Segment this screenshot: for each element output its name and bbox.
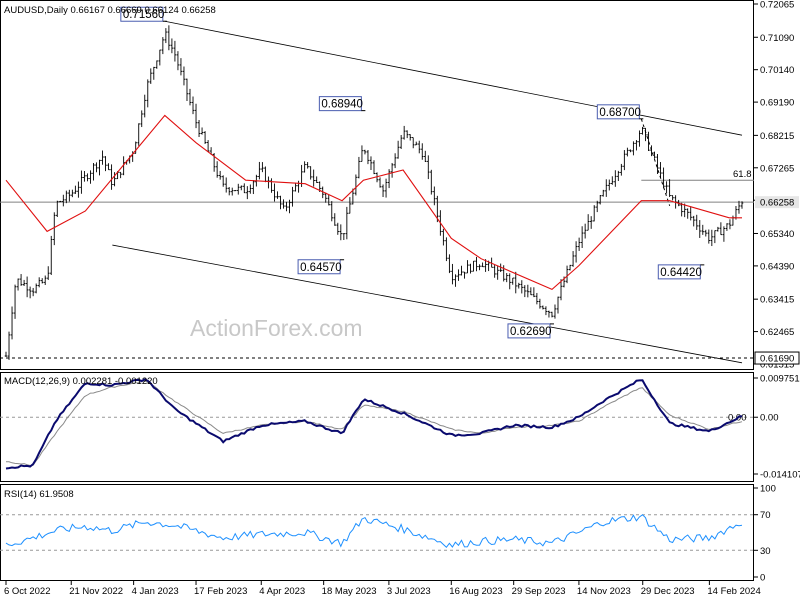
- x-tick-label: 3 Jul 2023: [387, 586, 431, 597]
- price-panel-frame: [0, 0, 754, 370]
- rsi-tick-label: 0: [760, 573, 765, 584]
- rsi-plot: [0, 514, 754, 551]
- rsi-tick-label: 30: [760, 546, 771, 557]
- price-tick-label: 0.70140: [760, 65, 794, 76]
- price-tick-label: 0.61515: [760, 360, 794, 371]
- candles: [4, 25, 744, 360]
- rsi-tick-label: 100: [760, 484, 776, 495]
- annotation-box: [596, 104, 640, 120]
- rsi-tick-label: 70: [760, 510, 771, 521]
- price-tick-label: 0.64390: [760, 261, 794, 272]
- macd-tick-label: 0.00: [760, 413, 779, 424]
- x-tick-label: 4 Jan 2023: [132, 586, 179, 597]
- annotation-box: [507, 323, 551, 339]
- price-tick-label: 0.71090: [760, 33, 794, 44]
- price-tick-label: 0.68215: [760, 131, 794, 142]
- x-tick-label: 18 May 2023: [322, 586, 377, 597]
- x-tick-label: 6 Oct 2022: [4, 586, 50, 597]
- panel-frames: [0, 0, 754, 581]
- macd-panel-frame: [0, 372, 754, 482]
- macd-y-axis: 0.009751 0.00 -0.014107: [754, 374, 800, 481]
- x-tick-label: 4 Apr 2023: [259, 586, 305, 597]
- x-tick-label: 14 Feb 2024: [707, 586, 760, 597]
- price-tick-label: 0.72065: [760, 0, 794, 11]
- support-level-label: 0.61690: [760, 354, 794, 365]
- rsi-panel-frame: [0, 484, 754, 581]
- x-axis: 6 Oct 2022 21 Nov 2022 4 Jan 2023 17 Feb 20…: [4, 581, 761, 597]
- support-level-box: [754, 351, 800, 365]
- macd-signal-line: [6, 380, 743, 467]
- fib-label: 61.8: [733, 169, 752, 180]
- channel-trendline: [112, 244, 743, 364]
- annotation-label: 0.71560: [123, 9, 165, 21]
- macd-tick-label: -0.014107: [760, 470, 800, 481]
- annotation-box: [120, 6, 164, 22]
- price-header: AUDUSD,Daily 0.66167 0.66669 0.66124 0.6…: [4, 5, 216, 16]
- price-tick-label: 0.62465: [760, 327, 794, 338]
- price-tick-label: 0.63415: [760, 295, 794, 306]
- rsi-header: RSI(14) 61.9508: [4, 489, 74, 500]
- x-tick-label: 16 Aug 2023: [449, 586, 502, 597]
- moving-average-line: [5, 114, 742, 291]
- macd-plot: 0.00: [0, 378, 754, 470]
- last-price-label: 0.66258: [760, 198, 794, 209]
- price-annotations: 0.71560 0.68940 0.68700 0.64570 0.64420 0.626…: [120, 6, 705, 339]
- x-tick-label: 29 Dec 2023: [641, 586, 695, 597]
- annotation-label: 0.68700: [599, 107, 641, 119]
- macd-tick-label: 0.009751: [760, 374, 800, 385]
- price-y-axis: 0.72065 0.71090 0.70140 0.69190 0.68215 0.672…: [754, 0, 800, 371]
- x-tick-label: 21 Nov 2022: [69, 586, 123, 597]
- price-tick-label: 0.69190: [760, 98, 794, 109]
- annotation-box: [318, 96, 362, 112]
- last-price-box: [755, 196, 799, 209]
- annotation-box: [297, 259, 341, 275]
- watermark: ActionForex.com: [190, 315, 363, 341]
- trendlines: [112, 20, 743, 364]
- macd-header: MACD(12,26,9) 0.002281 -0.001220: [4, 376, 158, 387]
- macd-line: [5, 378, 743, 470]
- rsi-y-axis: 100 70 30 0: [754, 484, 776, 584]
- annotation-label: 0.68940: [321, 99, 363, 111]
- channel-trendline: [164, 20, 743, 136]
- price-tick-label: 0.67265: [760, 163, 794, 174]
- annotation-label: 0.64570: [300, 262, 342, 274]
- macd-lines: 0.00: [0, 378, 754, 470]
- horizontal-levels: [0, 179, 754, 359]
- x-tick-label: 29 Sep 2023: [512, 586, 566, 597]
- price-tick-label: 0.65340: [760, 229, 794, 240]
- rsi-lines: [0, 514, 754, 551]
- moving-average: [5, 114, 742, 291]
- rsi-line: [5, 514, 743, 549]
- price-plot: 0.71560 0.68940 0.68700 0.64570 0.64420 0.626…: [0, 6, 754, 364]
- annotation-label: 0.64420: [660, 267, 702, 279]
- x-tick-label: 14 Nov 2023: [577, 586, 631, 597]
- x-tick-label: 17 Feb 2023: [194, 586, 247, 597]
- annotation-box: [657, 264, 701, 280]
- annotation-label: 0.62690: [510, 326, 552, 338]
